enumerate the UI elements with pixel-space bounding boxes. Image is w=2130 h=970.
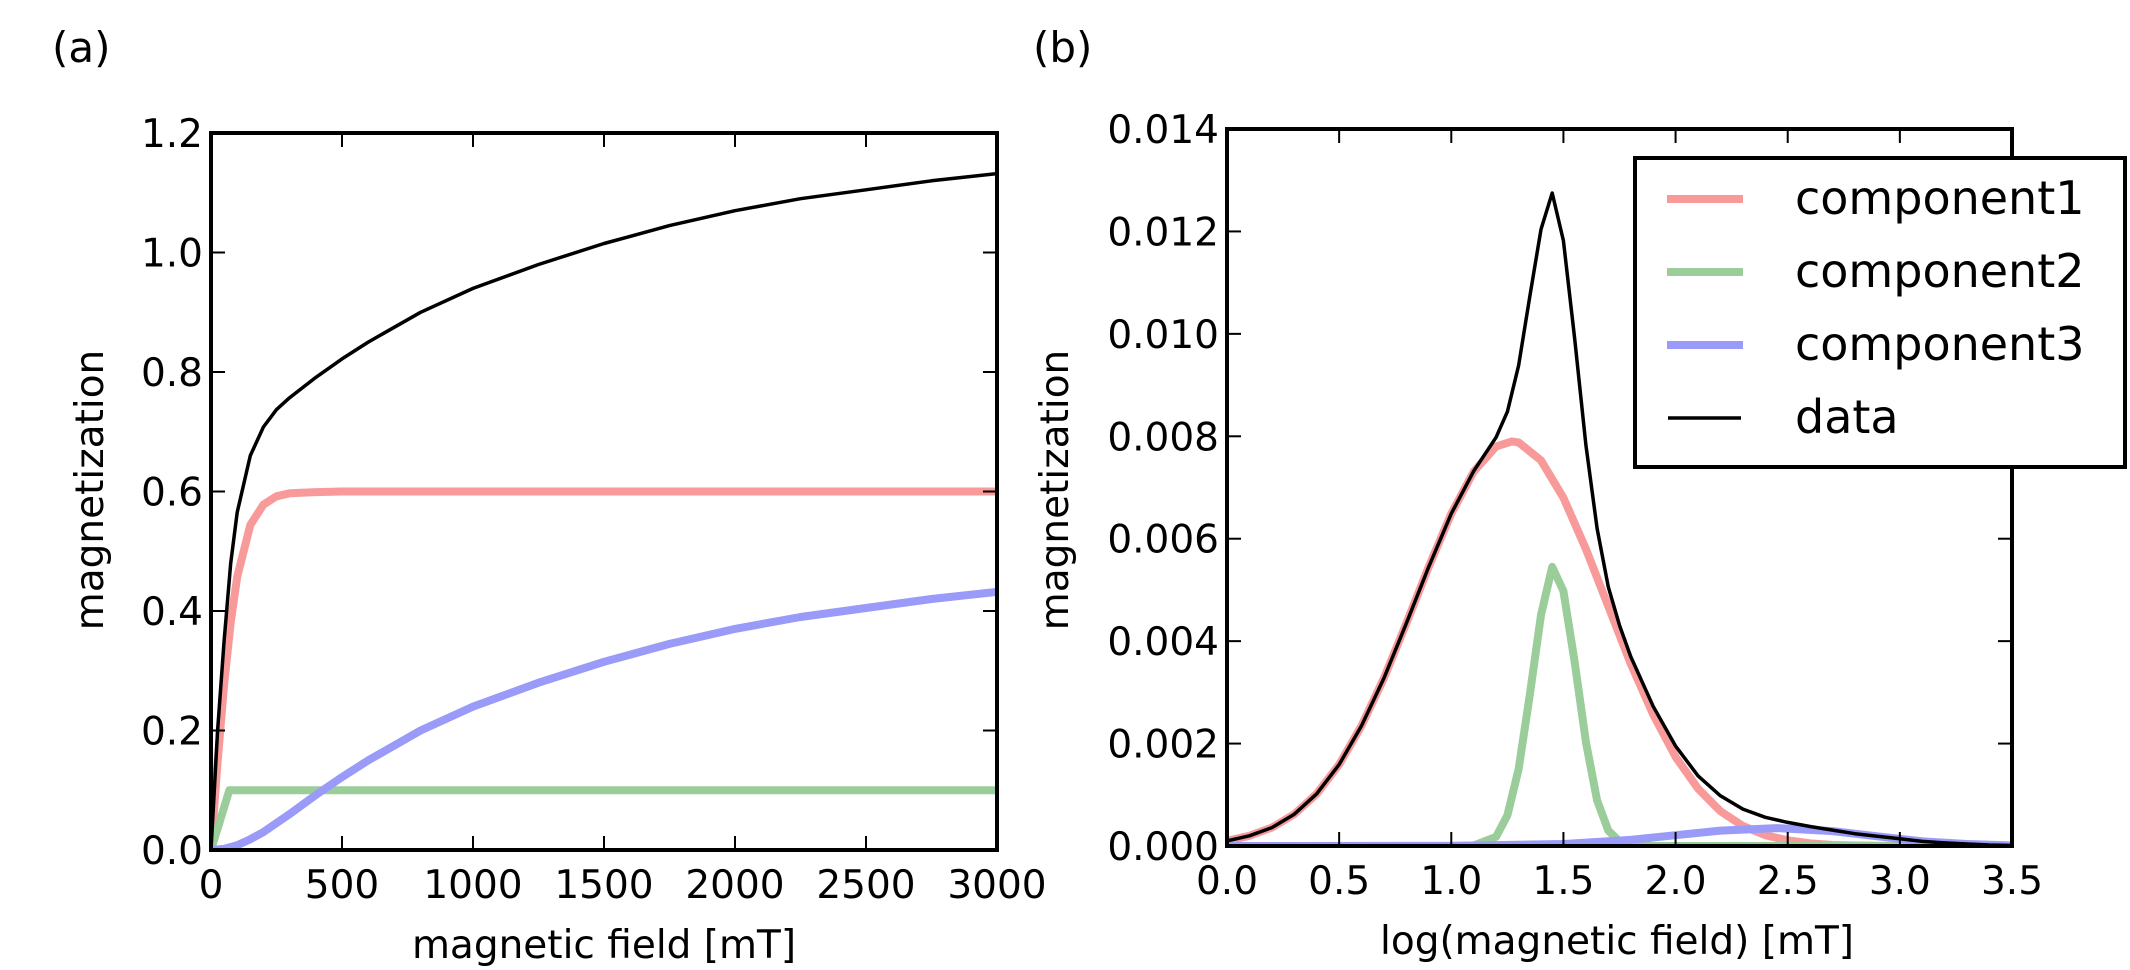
panel-b-x-tick-label: 2.5 bbox=[1757, 859, 1819, 904]
panel-a-x-tick-label: 1500 bbox=[554, 863, 653, 908]
legend-label-component3: component3 bbox=[1795, 317, 2085, 371]
panel-b-x-tick-label: 1.0 bbox=[1420, 859, 1482, 904]
panel-a-line-component1 bbox=[211, 487, 997, 850]
panel-a-line-data bbox=[211, 171, 997, 850]
panel-a-line-component2 bbox=[211, 786, 997, 850]
panel-b-plot-area: 0.0 0.5 1.0 1.5 2.0 2.5 3.0 3.5 0.000 0.002 0.004 0… bbox=[1107, 108, 2043, 904]
panel-b-x-tick-label: 3.0 bbox=[1869, 859, 1931, 904]
panel-a-x-tick-label: 500 bbox=[305, 863, 379, 908]
panel-b-y-tick-label: 0.014 bbox=[1107, 108, 1219, 153]
panel-b-x-tick-label: 0.0 bbox=[1196, 859, 1258, 904]
legend-label-component2: component2 bbox=[1795, 244, 2085, 298]
panel-b-x-tick-label: 3.5 bbox=[1981, 859, 2043, 904]
panel-b-x-tick-label: 0.5 bbox=[1308, 859, 1370, 904]
panel-a-y-axis-label: magnetization bbox=[68, 350, 113, 631]
panel-a-x-axis-label: magnetic field [mT] bbox=[412, 923, 796, 968]
panel-b-y-tick-label: 0.004 bbox=[1107, 620, 1219, 665]
panel-b-y-tick-label: 0.010 bbox=[1107, 313, 1219, 358]
panel-a-x-tick-label: 3000 bbox=[947, 863, 1046, 908]
legend-frame bbox=[1633, 156, 2127, 469]
panel-a-y-tick-label: 0.8 bbox=[141, 351, 203, 396]
panel-b-x-axis-label: log(magnetic field) [mT] bbox=[1380, 919, 1854, 964]
panel-a-axes-frame bbox=[209, 131, 999, 852]
panel-b-line-component2 bbox=[1227, 562, 2012, 846]
panel-a-y-tick-label: 1.0 bbox=[141, 232, 203, 277]
panel-a-y-tick-label: 1.2 bbox=[141, 112, 203, 157]
legend-label-data: data bbox=[1795, 390, 1899, 444]
panel-b-x-tick-label: 2.0 bbox=[1645, 859, 1707, 904]
panel-b-axes-frame bbox=[1225, 127, 2014, 848]
panel-a-x-tick-label: 0 bbox=[199, 863, 224, 908]
panel-a-y-tick-label: 0.6 bbox=[141, 471, 203, 516]
panel-b-y-tick-label: 0.008 bbox=[1107, 415, 1219, 460]
panel-a-x-tick-label: 2000 bbox=[685, 863, 784, 908]
panel-b-line-component1 bbox=[1227, 437, 2012, 846]
panel-a: (a) 0 500 1000 1500 2000 2500 3000 0.0 0.2 0.4 0.6… bbox=[52, 23, 1047, 968]
panel-a-series bbox=[211, 171, 997, 850]
panel-b-y-tick-label: 0.000 bbox=[1107, 825, 1219, 870]
panel-a-y-tick-label: 0.2 bbox=[141, 710, 203, 755]
legend-label-component1: component1 bbox=[1795, 171, 2085, 225]
panel-b: (b) 0.0 0.5 1.0 1.5 2.0 2.5 3.0 3.50.0000.0020.… bbox=[1033, 23, 2127, 964]
panel-a-y-tick-label: 0.4 bbox=[141, 590, 203, 635]
panel-b-line-data bbox=[1227, 191, 2012, 846]
panel-a-x-tick-label: 2500 bbox=[816, 863, 915, 908]
panel-b-y-tick-label: 0.012 bbox=[1107, 210, 1219, 255]
panel-b-label: (b) bbox=[1033, 23, 1092, 72]
panel-a-y-tick-label: 0.0 bbox=[141, 829, 203, 874]
panel-b-x-tick-label: 1.5 bbox=[1532, 859, 1594, 904]
panel-a-line-component3 bbox=[211, 587, 997, 850]
panel-b-y-tick-label: 0.006 bbox=[1107, 518, 1219, 563]
panel-b-y-tick-label: 0.002 bbox=[1107, 723, 1219, 768]
panel-b-y-axis-label: magnetization bbox=[1033, 350, 1078, 631]
panel-a-plot-area: 0 500 1000 1500 2000 2500 3000 0.0 0.2 0.4 0.6 0.8 1… bbox=[141, 112, 1047, 908]
panel-a-label: (a) bbox=[52, 23, 111, 72]
panel-a-x-tick-label: 1000 bbox=[423, 863, 522, 908]
legend: component1 component2 component3 data bbox=[1633, 156, 2127, 469]
